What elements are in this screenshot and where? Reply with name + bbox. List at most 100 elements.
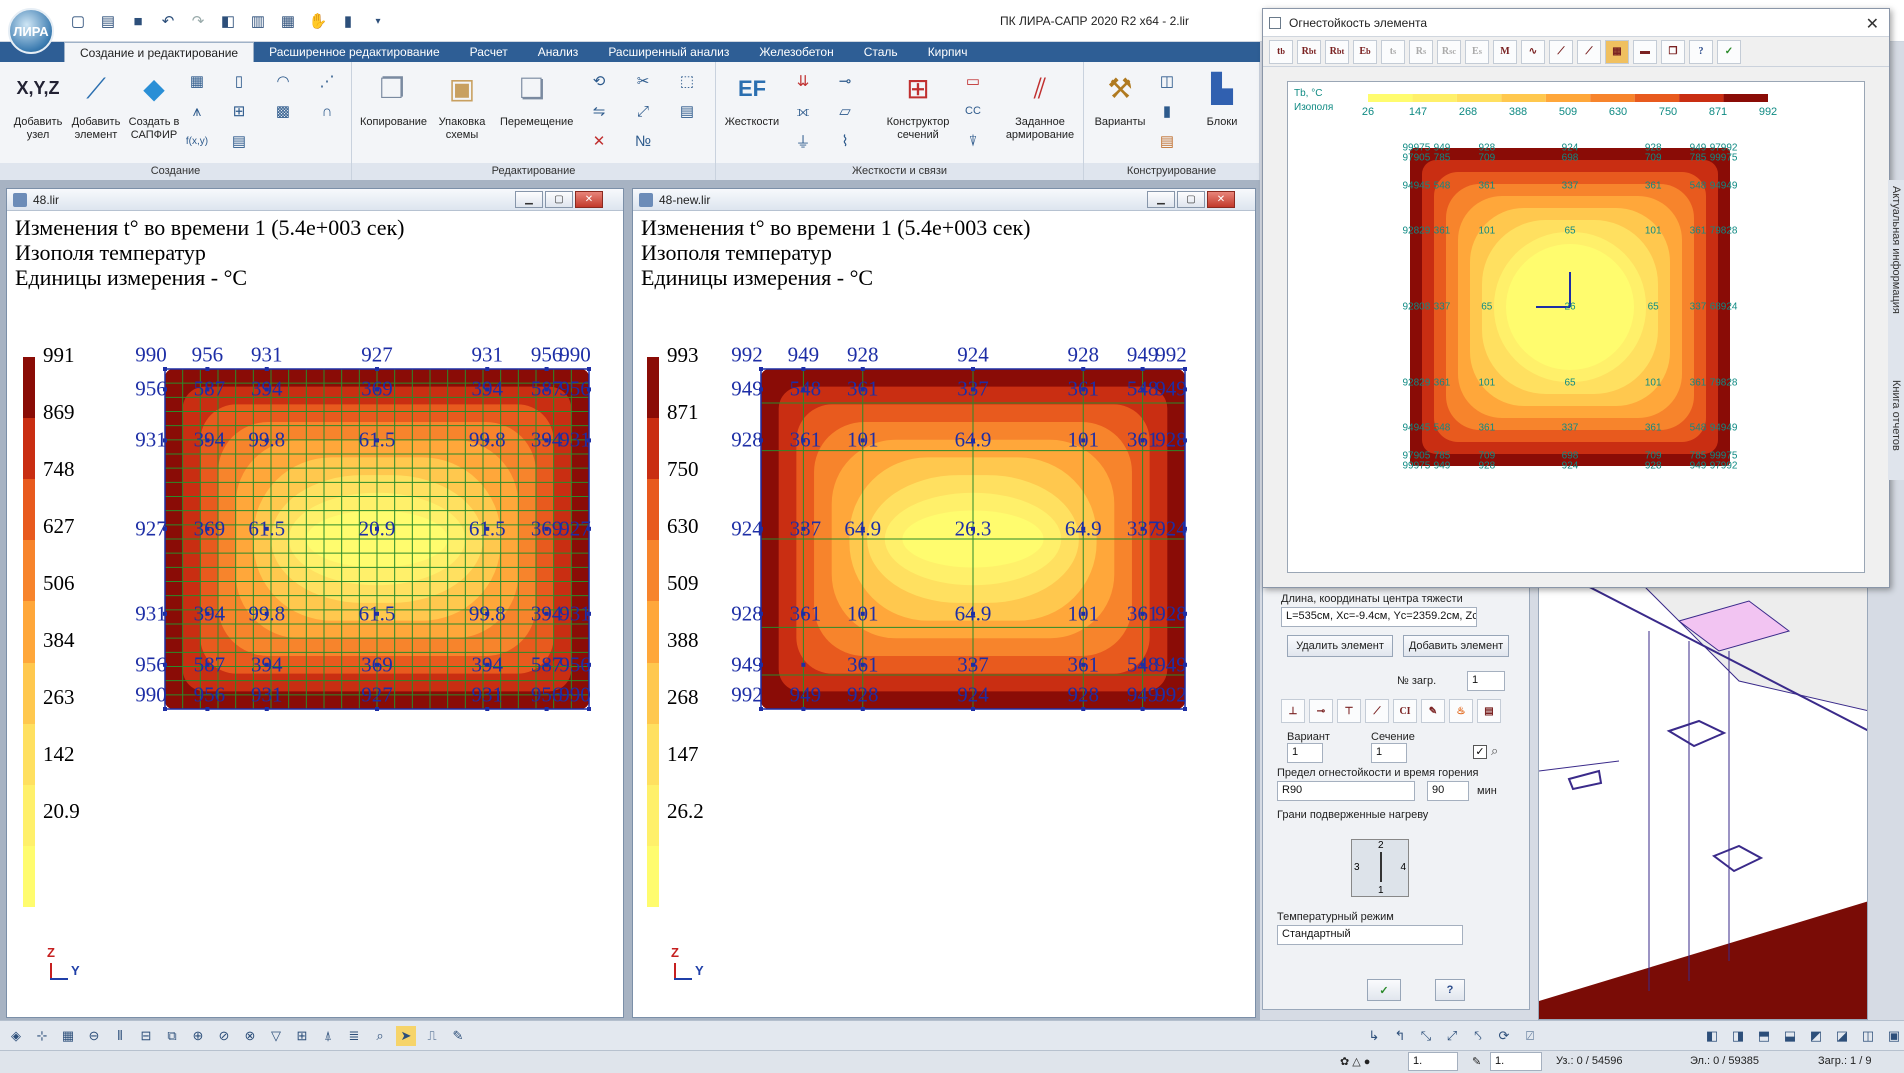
node-marker[interactable]	[485, 367, 490, 371]
cube-icon[interactable]: ◧	[220, 13, 236, 30]
diagram-icon[interactable]: ∿	[1521, 39, 1545, 64]
node-marker[interactable]	[264, 611, 269, 616]
node-marker[interactable]	[860, 707, 865, 711]
node-marker[interactable]	[971, 526, 975, 531]
node-marker[interactable]	[801, 526, 806, 531]
cube-right-icon[interactable]: ◪	[1835, 1027, 1849, 1043]
node-marker[interactable]	[485, 526, 490, 531]
node-marker[interactable]	[375, 662, 379, 667]
moment-icon[interactable]: M	[1493, 39, 1517, 64]
node-marker[interactable]	[971, 438, 975, 443]
node-marker[interactable]	[860, 367, 865, 371]
split-icon[interactable]: ⊟	[140, 1027, 152, 1043]
section-icon[interactable]: ▭	[965, 73, 981, 90]
hinge-icon[interactable]: ⟗	[796, 102, 810, 120]
copy-button[interactable]: ❐ Копирование	[360, 66, 427, 129]
blocks-button[interactable]: ▙ Блоки	[1190, 66, 1254, 129]
grid2-icon[interactable]: ▩	[275, 103, 291, 120]
cube-iso-icon[interactable]: ◫	[1861, 1027, 1875, 1043]
move-button[interactable]: ❏ Перемещение	[500, 66, 573, 129]
node-marker[interactable]	[163, 611, 167, 616]
minus-icon[interactable]: ⊖	[88, 1027, 100, 1043]
close-icon[interactable]: ✕	[1207, 191, 1235, 208]
node-marker[interactable]	[1081, 367, 1086, 371]
node-marker[interactable]	[1081, 387, 1086, 392]
node-marker[interactable]	[1183, 438, 1187, 443]
section-faces-diagram[interactable]: 2 3 4 1	[1351, 839, 1409, 897]
confirm-icon[interactable]: ✓	[1717, 39, 1741, 64]
node-marker[interactable]	[1081, 611, 1086, 616]
close-icon[interactable]: ✕	[1865, 16, 1879, 33]
node-marker[interactable]	[544, 707, 549, 711]
minimize-icon[interactable]: ▁	[515, 191, 543, 208]
delete-icon[interactable]: ✕	[592, 133, 606, 150]
node-marker[interactable]	[1183, 387, 1187, 392]
node-marker[interactable]	[544, 526, 549, 531]
load-arrows-icon[interactable]: ⇊	[796, 73, 810, 90]
node-marker[interactable]	[801, 662, 806, 667]
node-marker[interactable]	[375, 526, 379, 531]
node-marker[interactable]	[264, 367, 269, 371]
view-icon[interactable]: ◈	[11, 1027, 21, 1043]
node-marker[interactable]	[264, 526, 269, 531]
node-marker[interactable]	[375, 367, 379, 371]
node-marker[interactable]	[264, 387, 269, 392]
combo-load-1[interactable]: 1.	[1408, 1052, 1458, 1071]
reinforcement-button[interactable]: ⫽ Заданное армирование	[998, 66, 1082, 142]
node-marker[interactable]	[971, 611, 975, 616]
node-marker[interactable]	[163, 367, 167, 371]
grid-icon[interactable]: ▦	[189, 73, 205, 90]
node-marker[interactable]	[485, 438, 490, 443]
node-marker[interactable]	[544, 662, 549, 667]
node-marker[interactable]	[1183, 611, 1187, 616]
add-node-button[interactable]: X,Y,Z Добавить узел	[6, 66, 70, 142]
node-marker[interactable]	[544, 438, 549, 443]
section-cut-icon[interactable]: ⊞	[296, 1027, 308, 1043]
help-icon[interactable]: ?	[1689, 39, 1713, 64]
node-marker[interactable]	[205, 438, 210, 443]
node-marker[interactable]	[860, 662, 865, 667]
node-marker[interactable]	[1081, 707, 1086, 711]
node-marker[interactable]	[1183, 367, 1187, 371]
section-builder-button[interactable]: ⊞ Конструктор сечений	[878, 66, 958, 142]
circle-icon[interactable]: ⊘	[218, 1027, 230, 1043]
frame-icon[interactable]: ⊞	[232, 103, 246, 120]
temperature-contour-plot[interactable]	[7, 189, 625, 1019]
node-marker[interactable]	[801, 387, 806, 392]
node-marker[interactable]	[860, 387, 865, 392]
numbering-icon[interactable]: №	[634, 132, 652, 150]
node-marker[interactable]	[587, 367, 591, 371]
fire-tool-icon[interactable]: ♨	[1449, 699, 1473, 723]
spring-icon[interactable]: ⌇	[841, 133, 849, 150]
layers-icon[interactable]: ≣	[348, 1027, 360, 1043]
tab-analysis[interactable]: Анализ	[537, 45, 579, 59]
beam-tool-icon[interactable]: ⊸	[1309, 699, 1333, 723]
node-marker[interactable]	[205, 387, 210, 392]
document-window-48[interactable]: 48.lir ▁ ▢ ✕ Изменения t° во времени 1 (…	[6, 188, 624, 1018]
node-marker[interactable]	[759, 662, 763, 667]
node-marker[interactable]	[1183, 662, 1187, 667]
tab-create-edit[interactable]: Создание и редактирование	[64, 42, 255, 62]
pointer-icon[interactable]: ➤	[396, 1025, 416, 1046]
node-marker[interactable]	[971, 707, 975, 711]
node-marker[interactable]	[544, 367, 549, 371]
customize-qat-icon[interactable]: ▾	[375, 15, 381, 27]
node-marker[interactable]	[163, 438, 167, 443]
model-3d-view[interactable]	[1538, 560, 1868, 1020]
node-marker[interactable]	[587, 662, 591, 667]
help-button[interactable]: ?	[1435, 979, 1465, 1001]
rotate-icon[interactable]: ⟲	[592, 73, 606, 90]
pen-tool-icon[interactable]: ✎	[1421, 699, 1445, 723]
node-marker[interactable]	[264, 707, 269, 711]
burn-time-field[interactable]: 90	[1427, 781, 1469, 801]
fragment-icon[interactable]: ⧉	[167, 1027, 177, 1043]
scissors-icon[interactable]: ✂	[636, 73, 650, 90]
redo-icon[interactable]: ↷	[191, 13, 205, 30]
node-marker[interactable]	[971, 367, 975, 371]
hatch-icon[interactable]: ▤	[231, 133, 247, 150]
node-marker[interactable]	[375, 438, 379, 443]
chart-icon[interactable]: ▮	[343, 13, 353, 30]
